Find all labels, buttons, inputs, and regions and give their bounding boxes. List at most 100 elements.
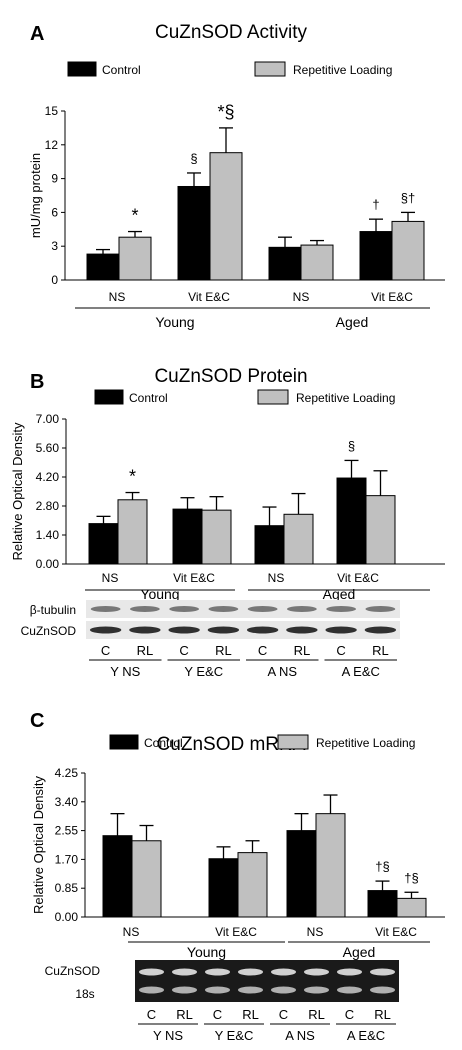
blot-band xyxy=(364,626,397,634)
lane-label: C xyxy=(336,643,345,658)
bar-repetitive-loading xyxy=(396,897,427,918)
panel-letter: C xyxy=(30,710,44,732)
bar-repetitive-loading xyxy=(300,244,334,281)
bar-control xyxy=(102,835,133,918)
blot-band xyxy=(207,626,240,634)
significance-marker: * xyxy=(131,206,138,226)
y-tick-label: 9 xyxy=(51,172,58,186)
legend-label-repetitive-loading: Repetitive Loading xyxy=(316,736,415,750)
y-tick-label: 0.00 xyxy=(55,910,79,924)
lane-label: RL xyxy=(308,1007,325,1022)
y-tick-label: 12 xyxy=(45,138,59,152)
blot-band xyxy=(169,606,200,612)
x-category-label: Vit E&C xyxy=(173,571,215,585)
blot-strip xyxy=(86,600,400,618)
lane-group-label: Y E&C xyxy=(184,664,223,679)
bar-control xyxy=(286,830,317,918)
legend-label-repetitive-loading: Repetitive Loading xyxy=(296,391,395,405)
group-label: Young xyxy=(140,586,179,602)
blot-band xyxy=(208,606,239,612)
bar-control xyxy=(177,185,211,281)
x-category-label: NS xyxy=(123,925,140,939)
gel-band xyxy=(237,968,264,976)
bar-control xyxy=(268,246,302,281)
blot-row-label: CuZnSOD xyxy=(45,964,101,978)
lane-label: C xyxy=(101,643,110,658)
bar-control xyxy=(172,508,203,565)
bar-repetitive-loading xyxy=(131,840,162,918)
lane-label: RL xyxy=(137,643,154,658)
lane-group-label: Y NS xyxy=(153,1028,183,1043)
y-tick-label: 0 xyxy=(51,273,58,287)
bar-repetitive-loading xyxy=(391,220,425,281)
blot-band xyxy=(286,606,317,612)
blot-band xyxy=(246,626,279,634)
significance-marker: §† xyxy=(401,190,415,205)
significance-marker: †§ xyxy=(375,859,389,874)
lane-group-label: Y E&C xyxy=(215,1028,254,1043)
blot-band xyxy=(129,606,160,612)
gel-band xyxy=(171,986,198,994)
y-axis-label: Relative Optical Density xyxy=(31,776,46,914)
lane-label: C xyxy=(279,1007,288,1022)
lane-group-label: A NS xyxy=(267,664,297,679)
significance-marker: * xyxy=(129,467,136,487)
blot-row-label: β-tubulin xyxy=(30,603,76,617)
legend-label-control: Control xyxy=(144,736,183,750)
legend-swatch-control xyxy=(109,734,139,750)
y-tick-label: 6 xyxy=(51,205,58,219)
legend-swatch-control xyxy=(67,61,97,77)
chart-title: CuZnSOD mRNA xyxy=(157,734,306,755)
group-label: Young xyxy=(155,314,194,330)
blot-band xyxy=(168,626,200,634)
bar-repetitive-loading xyxy=(201,509,232,565)
y-tick-label: 1.40 xyxy=(36,528,60,542)
y-tick-label: 3 xyxy=(51,239,58,253)
lane-label: C xyxy=(258,643,267,658)
gel-band xyxy=(204,968,231,976)
blot-band xyxy=(129,626,161,634)
group-label: Aged xyxy=(336,314,369,330)
bar-repetitive-loading xyxy=(283,513,314,565)
gel-band xyxy=(270,968,297,976)
gel-band xyxy=(270,986,297,994)
gel-band xyxy=(138,968,165,976)
legend-swatch-repetitive-loading xyxy=(277,734,309,750)
x-category-label: NS xyxy=(307,925,324,939)
chart-title: CuZnSOD Activity xyxy=(155,22,308,43)
x-category-label: NS xyxy=(268,571,285,585)
lane-label: RL xyxy=(374,1007,391,1022)
panel-letter: A xyxy=(30,23,44,45)
lane-label: C xyxy=(147,1007,156,1022)
lane-group-label: Y NS xyxy=(110,664,140,679)
bar-control xyxy=(359,231,393,281)
lane-label: C xyxy=(179,643,188,658)
x-category-label: Vit E&C xyxy=(371,290,413,304)
blot-strip xyxy=(86,621,400,639)
blot-band xyxy=(326,606,357,612)
legend-label-control: Control xyxy=(102,63,141,77)
blot-row-label: CuZnSOD xyxy=(21,624,77,638)
lane-label: RL xyxy=(242,1007,259,1022)
lane-label: RL xyxy=(176,1007,193,1022)
lane-label: RL xyxy=(215,643,232,658)
blot-band xyxy=(325,626,357,634)
gel-band xyxy=(138,986,165,994)
x-category-label: NS xyxy=(293,290,310,304)
bar-control xyxy=(88,523,119,565)
y-tick-label: 2.80 xyxy=(36,499,60,513)
lane-group-label: A E&C xyxy=(347,1028,385,1043)
gel-band xyxy=(336,986,363,994)
bar-control xyxy=(367,890,398,918)
x-category-label: Vit E&C xyxy=(215,925,257,939)
lane-label: C xyxy=(213,1007,222,1022)
gel-band xyxy=(204,986,231,994)
group-label: Aged xyxy=(323,586,356,602)
y-tick-label: 15 xyxy=(45,104,59,118)
blot-band xyxy=(365,606,396,612)
blot-band xyxy=(286,626,318,634)
bar-control xyxy=(254,525,285,565)
group-label: Young xyxy=(187,944,226,960)
x-category-label: Vit E&C xyxy=(188,290,230,304)
